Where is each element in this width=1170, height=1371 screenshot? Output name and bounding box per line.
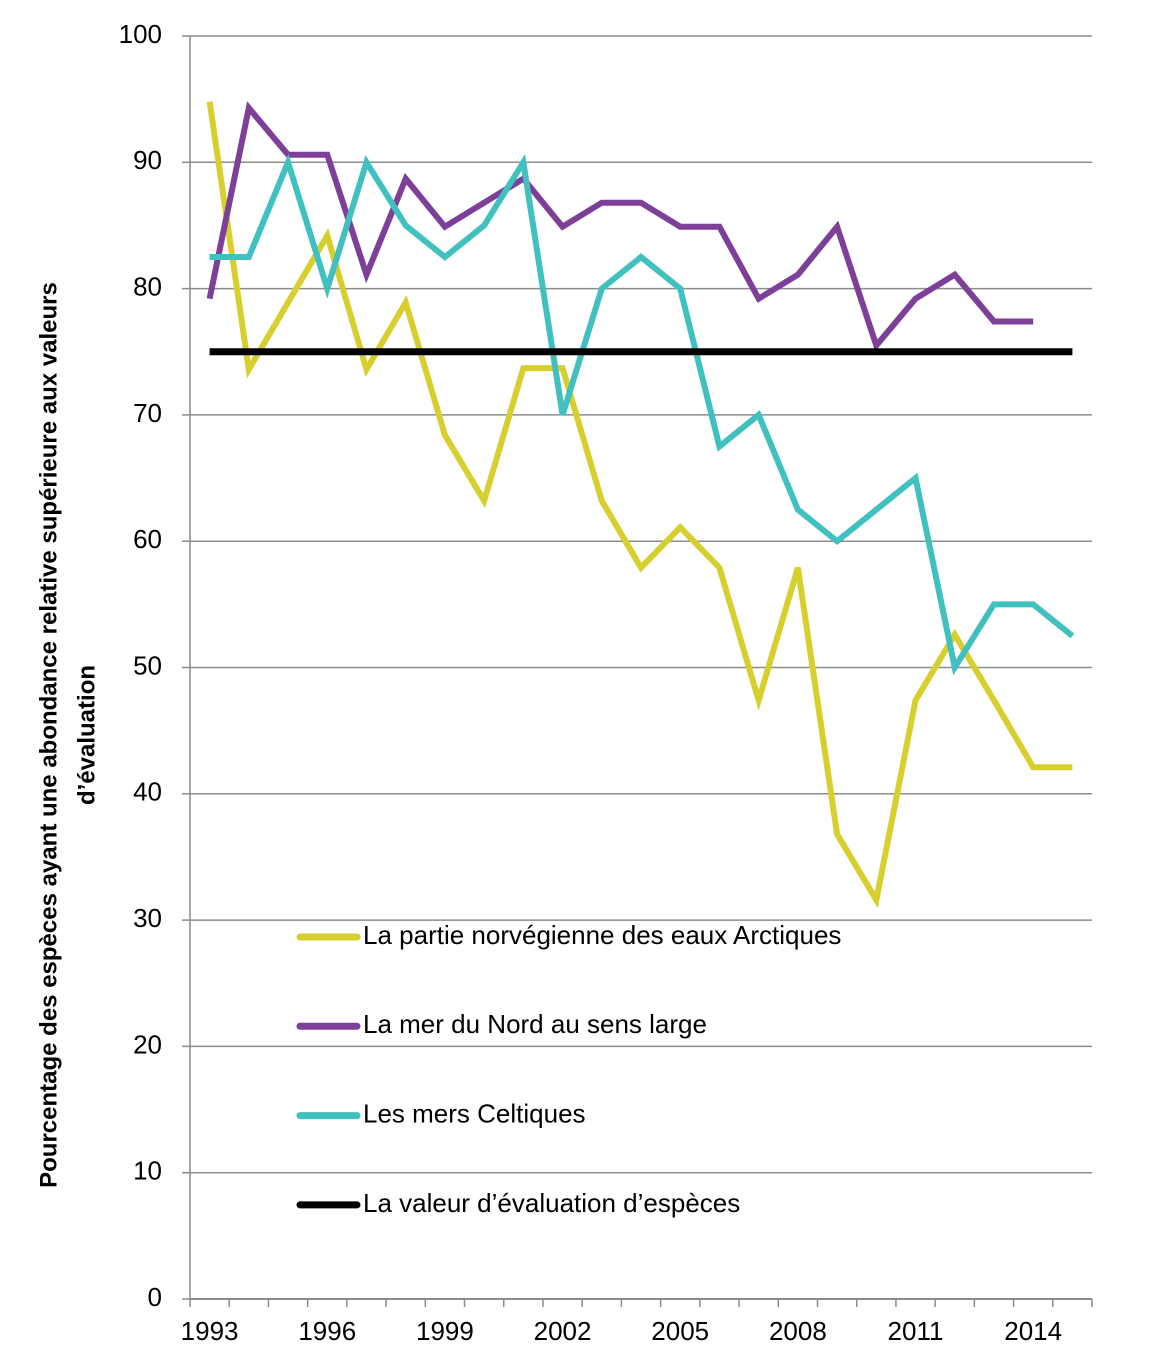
y-tick-label: 60: [133, 524, 162, 554]
y-tick-label: 20: [133, 1029, 162, 1059]
y-axis-label-line: Pourcentage des espèces ayant une abonda…: [35, 282, 62, 1188]
x-tick-label: 1999: [416, 1316, 474, 1346]
y-tick-label: 30: [133, 903, 162, 933]
series-line: [206, 101, 1034, 352]
series-line: [206, 101, 1073, 909]
y-tick-label: 40: [133, 777, 162, 807]
x-tick-label: 2005: [651, 1316, 709, 1346]
x-tick-label: 1996: [298, 1316, 356, 1346]
x-tick-label: 2011: [888, 1316, 944, 1346]
y-tick-label: 70: [133, 398, 162, 428]
y-tick-label: 10: [133, 1156, 162, 1186]
y-tick-label: 50: [133, 650, 162, 680]
x-tick-label: 2008: [769, 1316, 827, 1346]
y-axis-label-line: d’évaluation: [73, 665, 100, 805]
legend-label: La mer du Nord au sens large: [363, 1009, 707, 1039]
x-tick-label: 2002: [534, 1316, 592, 1346]
y-tick-label: 100: [119, 19, 162, 49]
y-tick-label: 0: [148, 1282, 162, 1312]
x-tick-label: 1993: [181, 1316, 239, 1346]
legend-label: Les mers Celtiques: [363, 1098, 586, 1128]
legend-label: La valeur d’évaluation d’espèces: [363, 1188, 740, 1218]
y-tick-label: 80: [133, 271, 162, 301]
series-line: [209, 153, 1075, 676]
y-axis-label: Pourcentage des espèces ayant une abonda…: [35, 282, 100, 1188]
y-tick-label: 90: [133, 145, 162, 175]
x-tick-label: 2014: [1004, 1316, 1062, 1346]
legend-label: La partie norvégienne des eaux Arctiques: [363, 920, 841, 950]
